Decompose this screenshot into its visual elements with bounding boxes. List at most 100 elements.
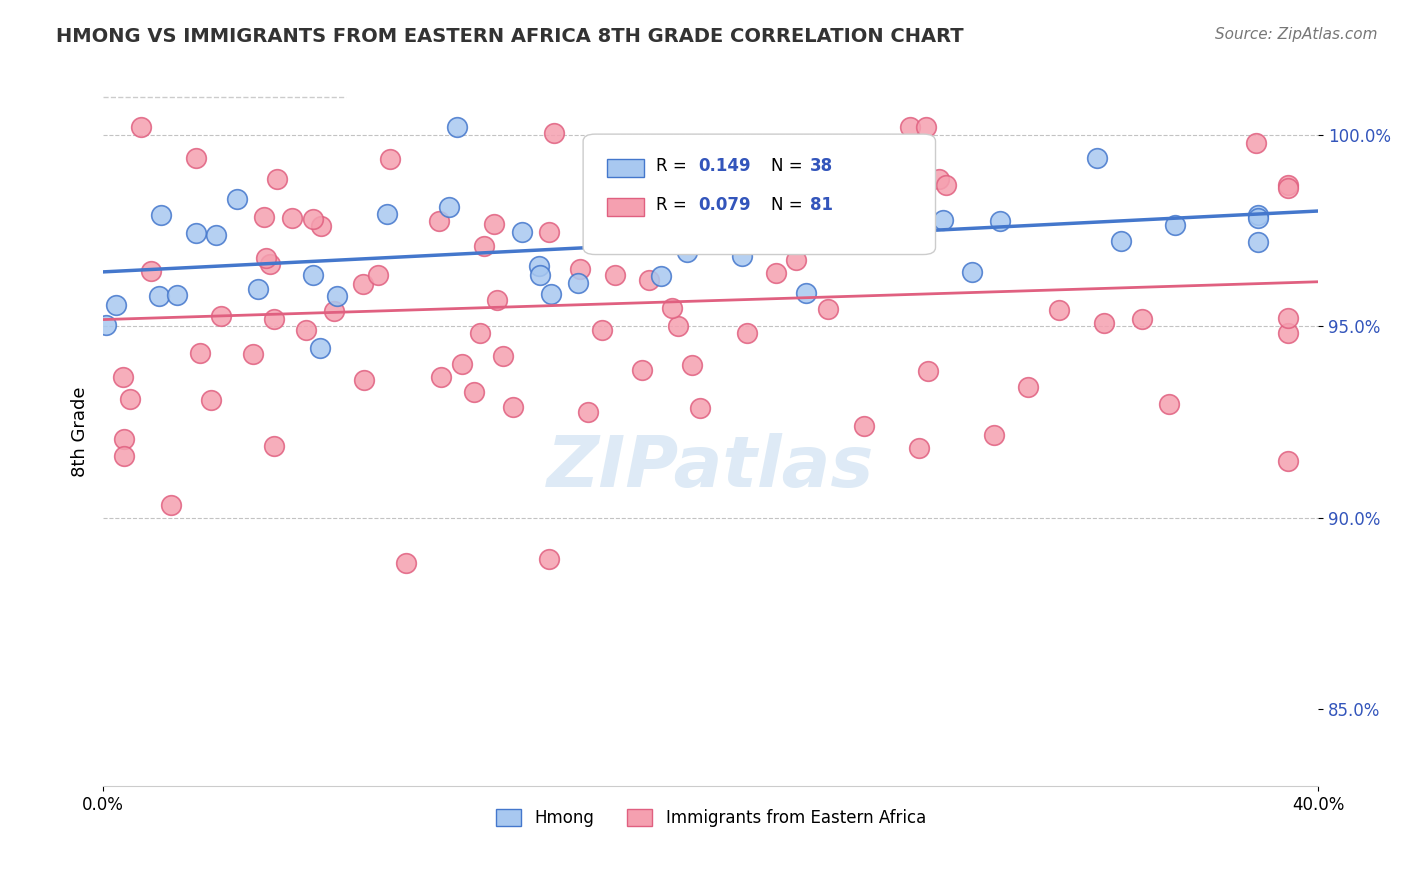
Point xyxy=(309,341,332,355)
Y-axis label: 8th Grade: 8th Grade xyxy=(72,386,89,477)
Point xyxy=(852,419,875,434)
Point xyxy=(188,346,211,360)
Point xyxy=(141,264,163,278)
Point xyxy=(104,298,127,312)
Text: 0.149: 0.149 xyxy=(699,157,751,175)
Point xyxy=(529,268,551,282)
Point xyxy=(1047,303,1070,318)
Point xyxy=(463,384,485,399)
Point xyxy=(468,326,491,341)
Point xyxy=(295,323,318,337)
Point xyxy=(735,326,758,341)
Point xyxy=(914,120,936,135)
Point xyxy=(1085,151,1108,165)
Point xyxy=(631,362,654,376)
Point xyxy=(184,151,207,165)
FancyBboxPatch shape xyxy=(583,134,935,254)
Legend: Hmong, Immigrants from Eastern Africa: Hmong, Immigrants from Eastern Africa xyxy=(489,803,932,834)
Point xyxy=(1157,397,1180,411)
Point xyxy=(1277,178,1299,192)
Point xyxy=(621,230,644,244)
Point xyxy=(1164,219,1187,233)
Point xyxy=(242,347,264,361)
Point xyxy=(482,217,505,231)
Point xyxy=(896,233,918,247)
Point xyxy=(1277,181,1299,195)
Text: 81: 81 xyxy=(810,196,834,214)
Point xyxy=(1109,234,1132,248)
Point xyxy=(668,319,690,334)
Point xyxy=(326,289,349,303)
Point xyxy=(112,370,135,384)
Point xyxy=(898,120,921,135)
Point xyxy=(430,369,453,384)
Point xyxy=(928,172,950,186)
Point xyxy=(576,405,599,419)
Point xyxy=(380,152,402,166)
Point xyxy=(259,257,281,271)
Point xyxy=(429,214,451,228)
Point xyxy=(1277,310,1299,325)
Point xyxy=(679,220,702,235)
Bar xyxy=(607,159,644,177)
Point xyxy=(302,211,325,226)
Text: N =: N = xyxy=(772,157,808,175)
Point xyxy=(582,217,605,231)
Point xyxy=(129,120,152,135)
Point xyxy=(537,225,560,239)
Point xyxy=(437,200,460,214)
Point xyxy=(1277,454,1299,468)
Point xyxy=(1092,316,1115,330)
Point xyxy=(676,245,699,260)
Text: R =: R = xyxy=(657,157,692,175)
Point xyxy=(935,178,957,193)
Point xyxy=(567,276,589,290)
Point xyxy=(149,209,172,223)
Point xyxy=(1246,235,1268,249)
Point xyxy=(681,359,703,373)
Point xyxy=(785,253,807,268)
Point xyxy=(301,268,323,283)
Point xyxy=(263,439,285,453)
Point xyxy=(353,373,375,387)
Point xyxy=(543,126,565,140)
Point xyxy=(200,393,222,408)
Point xyxy=(486,293,509,307)
Point xyxy=(689,401,711,416)
Point xyxy=(323,303,346,318)
Point xyxy=(817,301,839,316)
Point xyxy=(254,251,277,265)
Point xyxy=(446,120,468,135)
Point xyxy=(569,262,592,277)
Point xyxy=(450,357,472,371)
Point xyxy=(160,498,183,512)
Point xyxy=(917,364,939,378)
Text: ZIPatlas: ZIPatlas xyxy=(547,433,875,501)
Point xyxy=(186,226,208,240)
Point xyxy=(281,211,304,225)
Point xyxy=(637,164,659,178)
Text: 38: 38 xyxy=(810,157,834,175)
Point xyxy=(512,225,534,239)
Point xyxy=(502,400,524,414)
Point xyxy=(908,441,931,455)
Point xyxy=(263,312,285,326)
Text: N =: N = xyxy=(772,196,808,214)
Point xyxy=(367,268,389,283)
Point xyxy=(756,235,779,249)
Point xyxy=(983,428,1005,442)
Point xyxy=(765,266,787,280)
Point xyxy=(988,213,1011,227)
Point xyxy=(352,277,374,291)
Text: R =: R = xyxy=(657,196,692,214)
Point xyxy=(112,449,135,463)
Text: HMONG VS IMMIGRANTS FROM EASTERN AFRICA 8TH GRADE CORRELATION CHART: HMONG VS IMMIGRANTS FROM EASTERN AFRICA … xyxy=(56,27,965,45)
Point xyxy=(931,213,953,227)
Point xyxy=(1130,312,1153,326)
Point xyxy=(537,552,560,566)
Point xyxy=(1246,208,1268,222)
Point xyxy=(773,221,796,235)
Point xyxy=(730,249,752,263)
Point xyxy=(204,227,226,242)
Point xyxy=(650,269,672,284)
